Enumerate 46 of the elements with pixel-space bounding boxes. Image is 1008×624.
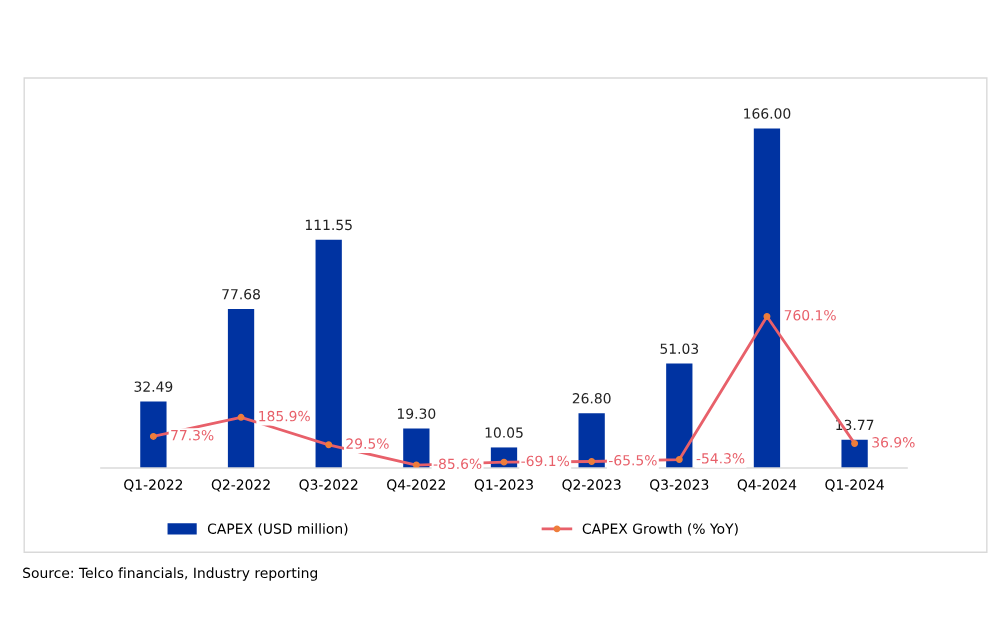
point	[588, 458, 596, 465]
data-label: 77.68	[222, 288, 260, 300]
data-label: 26.80	[572, 393, 611, 404]
data-label: 185.9%	[259, 410, 310, 422]
point	[500, 458, 508, 466]
x-tick-label: Q2-2023	[562, 479, 621, 492]
bar	[315, 239, 342, 468]
bar	[227, 309, 255, 468]
data-label: 10.05	[485, 427, 523, 438]
data-label: 32.49	[134, 381, 173, 392]
x-tick-label: Q2-2022	[211, 479, 270, 492]
bar	[666, 363, 693, 468]
x-tick-label: Q3-2022	[299, 479, 358, 492]
data-label: -54.3%	[696, 453, 745, 464]
data-label: 29.5%	[346, 438, 389, 449]
data-label: 19.30	[397, 408, 436, 419]
x-tick-label: Q4-2024	[737, 479, 797, 492]
x-tick-label: Q1-2024	[825, 479, 884, 492]
point	[325, 441, 333, 449]
point	[851, 440, 859, 447]
data-label: -85.6%	[433, 458, 482, 470]
data-label: 166.00	[744, 108, 791, 119]
data-label: 760.1%	[784, 309, 836, 321]
point	[675, 456, 683, 464]
data-label: -65.5%	[609, 455, 657, 466]
bar	[140, 401, 167, 468]
data-label: 111.55	[305, 219, 352, 231]
point	[412, 461, 420, 468]
x-tick-label: Q3-2023	[650, 479, 709, 492]
legend-label: CAPEX Growth (% YoY)	[582, 523, 738, 536]
point	[763, 312, 771, 320]
legend-label: CAPEX (USD million)	[207, 523, 348, 536]
data-label: 36.9%	[872, 437, 915, 448]
data-label: 77.3%	[171, 429, 214, 441]
x-tick-label: Q4-2022	[387, 479, 446, 492]
bar	[403, 428, 430, 468]
data-label: 51.03	[660, 343, 699, 354]
point	[237, 413, 245, 421]
point	[149, 432, 157, 440]
x-tick-label: Q1-2023	[474, 479, 533, 492]
source-note: Source: Telco financials, Industry reporting	[23, 567, 318, 581]
bar	[578, 413, 605, 468]
bar	[753, 128, 781, 468]
x-tick-label: Q1-2022	[124, 479, 183, 492]
bar	[841, 439, 868, 468]
data-label: -69.1%	[521, 455, 570, 467]
